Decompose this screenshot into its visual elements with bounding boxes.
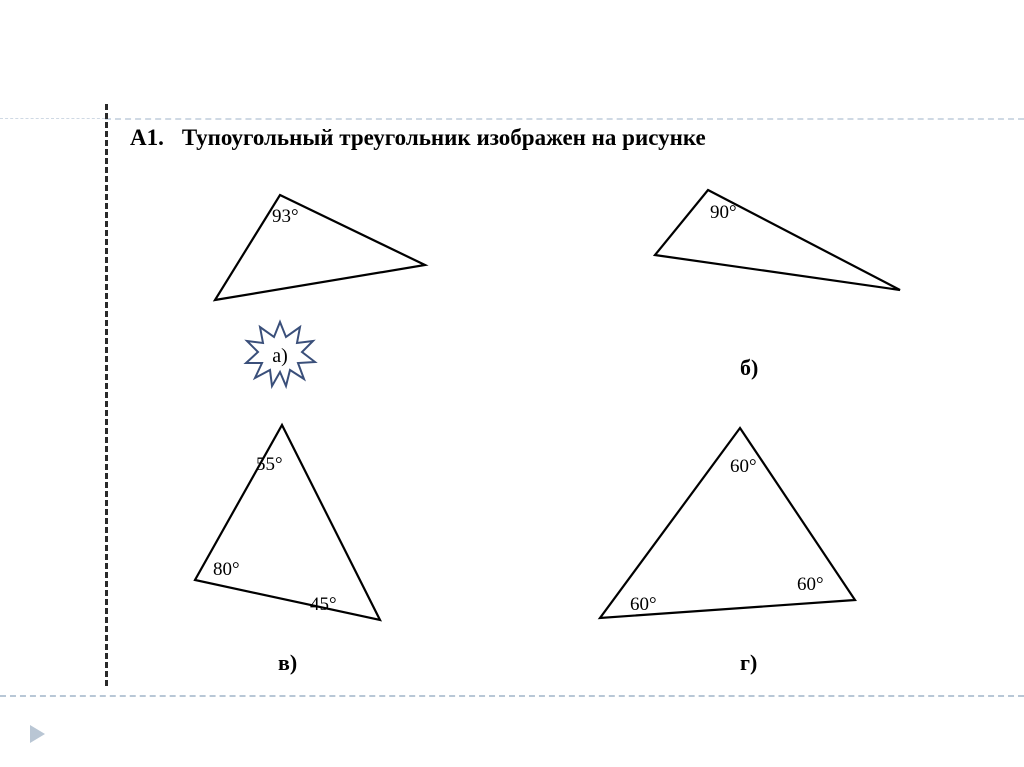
triangle-g-angle-right: 60° [797, 574, 824, 595]
triangle-g-angle-left: 60° [630, 594, 657, 615]
triangle-g-angle-top: 60° [730, 456, 757, 477]
option-label-g: г) [740, 650, 757, 676]
next-slide-button[interactable] [30, 725, 45, 743]
slide: А1.Тупоугольный треугольник изображен на… [0, 0, 1024, 767]
triangle-g: 60° 60° 60° [0, 0, 1024, 767]
